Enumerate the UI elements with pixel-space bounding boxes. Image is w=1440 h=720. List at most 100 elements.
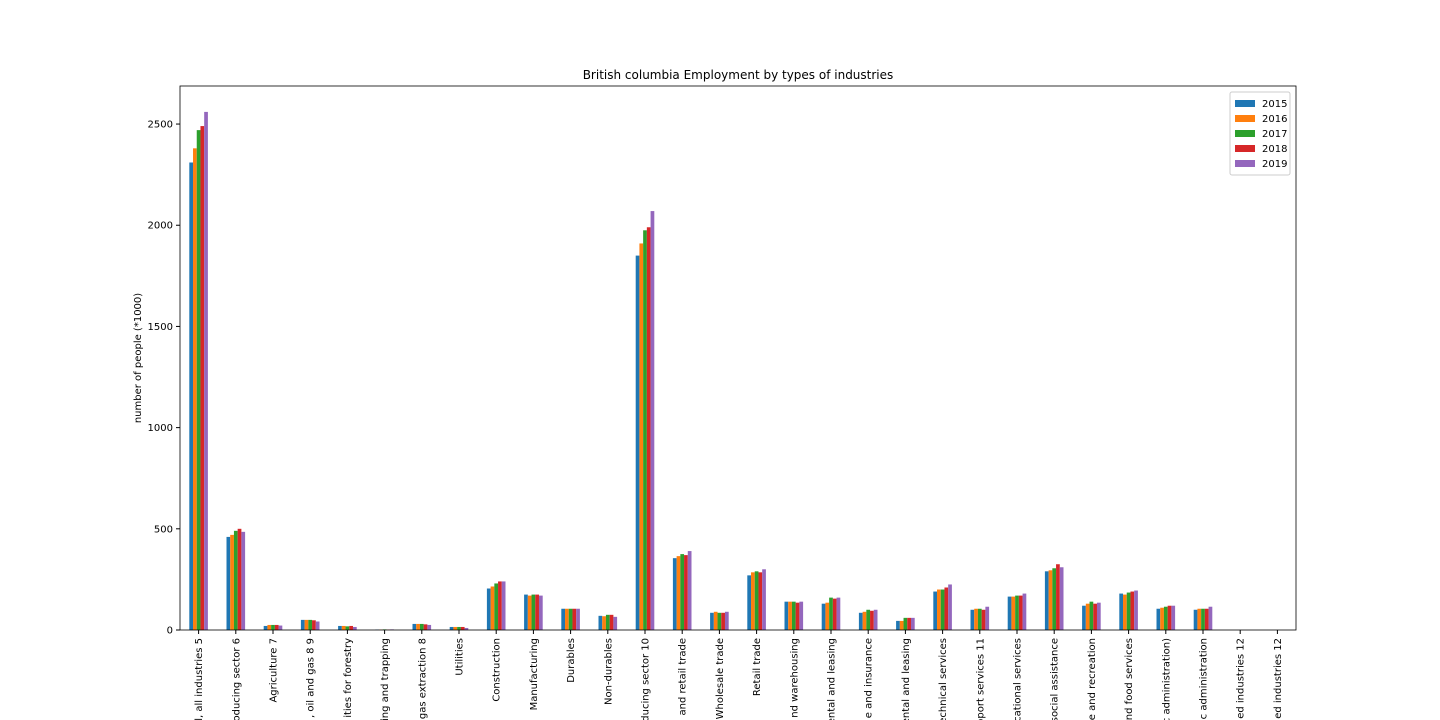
bar — [200, 126, 205, 631]
bar — [1156, 608, 1161, 630]
x-tick-label: gas extraction 8 — [417, 638, 428, 719]
bar — [416, 623, 420, 630]
bar — [862, 611, 867, 630]
bar — [762, 569, 766, 630]
bar — [349, 625, 353, 630]
bar — [758, 572, 763, 630]
bar — [821, 603, 826, 630]
legend-swatch — [1235, 160, 1255, 167]
bar — [312, 620, 316, 630]
bar — [1048, 570, 1053, 630]
bar — [933, 591, 938, 630]
plot-frame — [179, 85, 1297, 631]
y-tick-label: 2000 — [148, 221, 173, 232]
bar — [751, 572, 755, 630]
bar — [977, 608, 982, 630]
bar — [204, 111, 208, 630]
bar — [858, 612, 863, 630]
bar — [795, 602, 800, 630]
bar — [605, 614, 610, 630]
legend-label: 2016 — [1262, 114, 1287, 125]
bar — [791, 601, 796, 630]
bar — [576, 608, 580, 630]
bar — [784, 601, 789, 630]
bar — [650, 211, 655, 631]
bar — [598, 615, 603, 630]
bar — [724, 611, 729, 630]
bar — [1052, 568, 1057, 630]
x-tick-label: Non-durables — [603, 638, 614, 705]
bar — [300, 619, 305, 630]
bar — [1096, 602, 1101, 630]
bar — [643, 230, 647, 631]
bar — [1089, 601, 1094, 630]
bar — [788, 601, 792, 630]
bar — [825, 602, 830, 630]
y-axis-label: number of people (*1000) — [133, 293, 144, 423]
bar — [1119, 593, 1124, 630]
bar — [870, 610, 874, 630]
bar — [747, 575, 752, 630]
bar — [1044, 571, 1049, 630]
bar — [498, 581, 502, 630]
bar — [940, 589, 945, 630]
bar — [672, 558, 677, 630]
x-tick-label: cational services — [1013, 638, 1024, 720]
bar — [1130, 591, 1135, 630]
bar — [1056, 564, 1060, 630]
bar — [613, 616, 618, 630]
bar — [531, 594, 536, 630]
bar — [1059, 567, 1064, 630]
x-tick-label: Utilities — [455, 638, 466, 676]
bar — [263, 625, 268, 630]
bar — [1018, 595, 1023, 630]
bar — [308, 619, 313, 630]
bar — [460, 626, 465, 630]
bar — [944, 587, 949, 630]
bar — [490, 586, 495, 630]
bar — [635, 255, 640, 630]
bar — [1201, 608, 1205, 630]
x-tick-label: ental and leasing — [901, 638, 912, 720]
bar — [873, 609, 878, 630]
bar — [1085, 603, 1090, 630]
bar — [419, 623, 424, 630]
x-tick-label: oducing sector 10 — [641, 638, 652, 720]
bar — [1126, 592, 1131, 630]
bar — [970, 609, 975, 630]
x-tick-label: ed industries 12 — [1236, 638, 1247, 719]
bar — [449, 626, 454, 630]
legend-swatch — [1235, 100, 1255, 107]
y-tick-label: 1500 — [148, 322, 173, 333]
bar — [1007, 596, 1012, 630]
bar — [189, 162, 194, 630]
bar — [486, 588, 491, 630]
bar — [1204, 608, 1209, 630]
bar — [829, 597, 833, 630]
bar — [1160, 607, 1164, 630]
bar — [948, 584, 952, 630]
legend-label: 2018 — [1262, 144, 1287, 155]
bar — [538, 595, 543, 630]
bar — [680, 554, 685, 630]
bar — [412, 623, 417, 630]
bar — [1134, 590, 1138, 630]
bar — [896, 620, 900, 630]
bar — [899, 620, 904, 630]
x-tick-label: Agriculture 7 — [269, 638, 280, 703]
bar — [754, 571, 759, 630]
bar — [985, 606, 990, 630]
bar — [717, 612, 722, 630]
legend-swatch — [1235, 130, 1255, 137]
bar — [341, 625, 346, 630]
bar — [1167, 605, 1172, 630]
bar — [226, 536, 231, 630]
bar — [345, 626, 350, 630]
bar — [572, 608, 577, 630]
x-tick-label: Construction — [492, 638, 503, 702]
x-tick-label: ental and leasing — [827, 638, 838, 720]
bar — [501, 581, 506, 630]
bar — [527, 595, 532, 630]
x-tick-label: social assistance — [1050, 638, 1061, 720]
